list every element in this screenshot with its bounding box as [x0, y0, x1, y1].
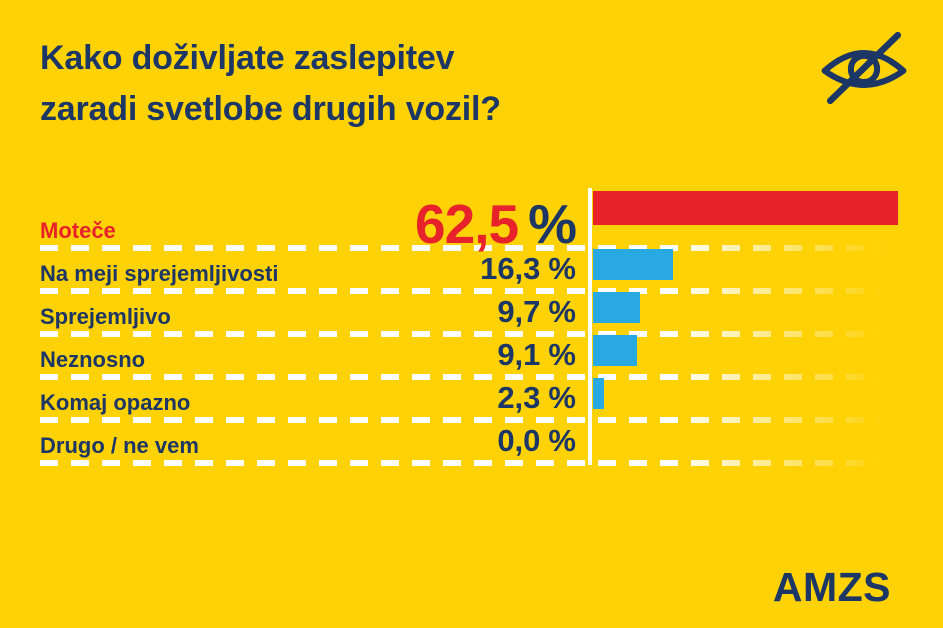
row-separator-dashed-line: [40, 417, 895, 423]
bar-chart: Moteče 62,5% Na meji sprejemljivosti 16,3% S…: [0, 188, 943, 466]
value-number: 0,0: [497, 423, 541, 458]
row-separator-dashed-line: [40, 460, 895, 466]
value-number: 9,7: [497, 294, 541, 329]
category-label: Moteče: [40, 218, 116, 243]
page-title: Kako doživljate zaslepitev zaradi svetlob…: [40, 33, 501, 135]
value-label: 2,3%: [497, 382, 576, 413]
chart-row: Moteče 62,5%: [0, 190, 943, 252]
page-title-line2: zaradi svetlobe drugih vozil?: [40, 90, 501, 128]
eye-off-icon: [821, 31, 907, 105]
row-separator-dashed-line: [40, 331, 895, 337]
bar: [593, 335, 637, 366]
value-label: 16,3%: [480, 253, 576, 284]
value-number: 2,3: [497, 380, 541, 415]
chart-row: Drugo / ne vem 0,0%: [0, 420, 943, 466]
value-percent-sign: %: [548, 337, 576, 372]
value-percent-sign: %: [548, 251, 576, 286]
bar-chart-rows: Moteče 62,5% Na meji sprejemljivosti 16,3% S…: [0, 190, 943, 466]
chart-row: Sprejemljivo 9,7%: [0, 291, 943, 337]
amzs-logo: AMZS: [772, 564, 891, 610]
value-number: 62,5: [415, 193, 519, 255]
chart-row: Na meji sprejemljivosti 16,3%: [0, 248, 943, 294]
category-label: Neznosno: [40, 347, 146, 372]
bar: [593, 249, 673, 280]
value-percent-sign: %: [548, 423, 576, 458]
value-percent-sign: %: [548, 380, 576, 415]
chart-row: Komaj opazno 2,3%: [0, 377, 943, 423]
bar: [593, 378, 604, 409]
value-number: 16,3: [480, 251, 541, 286]
page-title-line1: Kako doživljate zaslepitev: [40, 39, 455, 77]
value-label: 0,0%: [497, 425, 576, 456]
row-separator-dashed-line: [40, 288, 895, 294]
value-label: 62,5%: [415, 197, 577, 252]
category-label: Komaj opazno: [40, 390, 191, 415]
category-label: Na meji sprejemljivosti: [40, 261, 279, 286]
bar: [593, 292, 640, 323]
value-percent-sign: %: [548, 294, 576, 329]
chart-axis-line: [588, 188, 592, 465]
category-label: Sprejemljivo: [40, 304, 171, 329]
value-number: 9,1: [497, 337, 541, 372]
row-separator-dashed-line: [40, 245, 895, 251]
value-percent-sign: %: [528, 193, 577, 255]
value-label: 9,7%: [497, 296, 576, 327]
category-label: Drugo / ne vem: [40, 433, 199, 458]
chart-row: Neznosno 9,1%: [0, 334, 943, 380]
row-separator-dashed-line: [40, 374, 895, 380]
value-label: 9,1%: [497, 339, 576, 370]
bar: [593, 191, 898, 225]
